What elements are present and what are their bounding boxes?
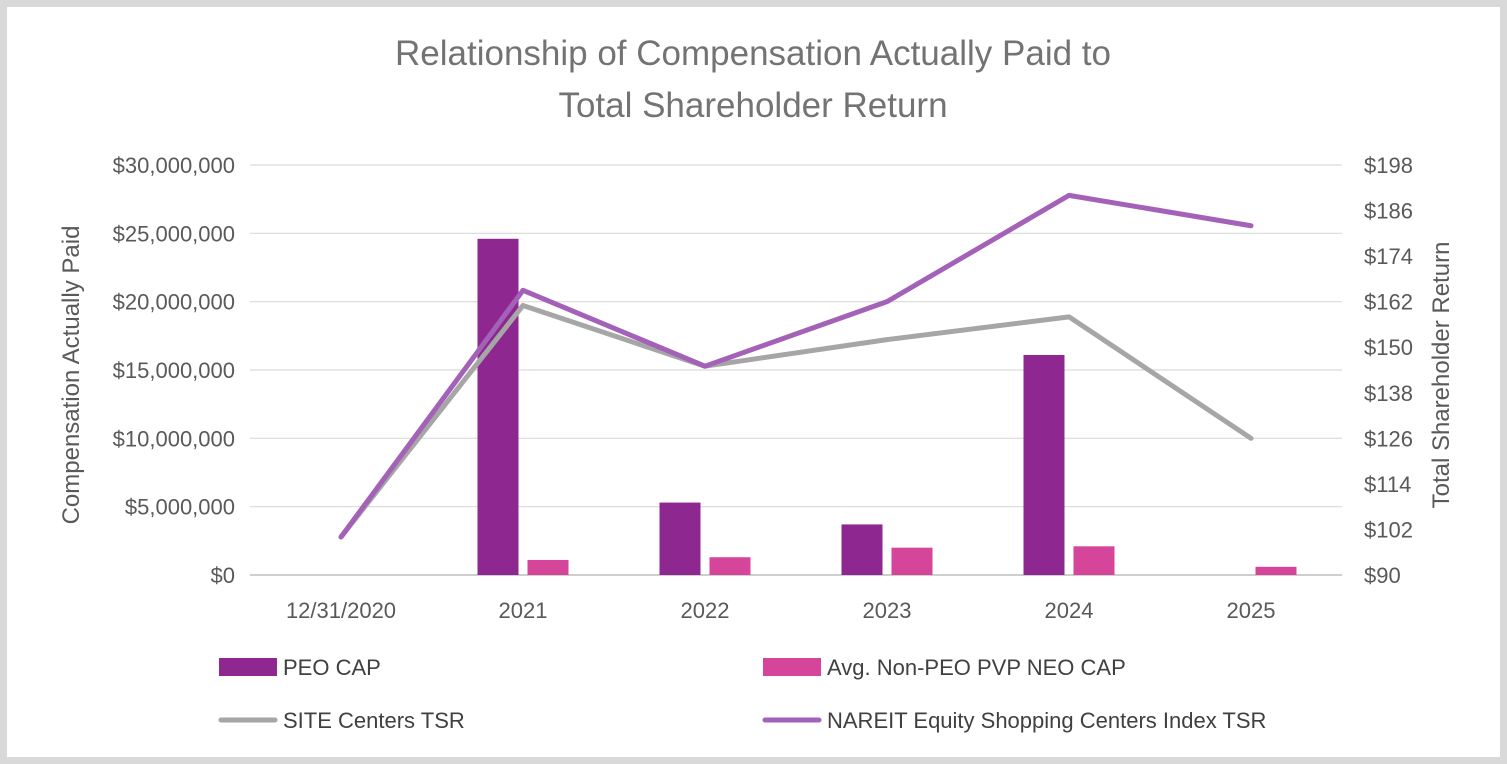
line-nareit-equity-shopping-centers-index-tsr: [338, 192, 1254, 540]
x-tick-label: 12/31/2020: [286, 598, 396, 623]
bar-peo-cap: [659, 502, 701, 575]
left-tick-label: $30,000,000: [113, 153, 235, 178]
bar-avg-non-peo-pvp-neo-cap: [1255, 566, 1297, 575]
right-tick-label: $186: [1364, 199, 1413, 224]
x-tick-label: 2023: [863, 598, 912, 623]
bar-avg-non-peo-pvp-neo-cap: [527, 559, 569, 575]
left-tick-label: $20,000,000: [113, 290, 235, 315]
left-tick-label: $15,000,000: [113, 358, 235, 383]
chart-title-line-2: Total Shareholder Return: [558, 86, 947, 125]
right-tick-label: $90: [1364, 563, 1401, 588]
left-axis-title: Compensation Actually Paid: [58, 226, 85, 525]
line-site-centers-tsr: [338, 302, 1254, 540]
right-tick-label: $126: [1364, 426, 1413, 451]
right-axis-title: Total Shareholder Return: [1428, 242, 1455, 509]
chart: Relationship of Compensation Actually Pa…: [58, 34, 1455, 733]
left-tick-label: $10,000,000: [113, 426, 235, 451]
bar-peo-cap: [841, 524, 883, 575]
legend-label: SITE Centers TSR: [283, 708, 465, 733]
right-tick-label: $138: [1364, 381, 1413, 406]
left-tick-label: $25,000,000: [113, 221, 235, 246]
x-tick-label: 2025: [1227, 598, 1276, 623]
right-tick-label: $162: [1364, 290, 1413, 315]
x-tick-label: 2024: [1045, 598, 1094, 623]
x-tick-label: 2021: [499, 598, 548, 623]
bar-avg-non-peo-pvp-neo-cap: [1073, 546, 1115, 575]
legend-swatch: [219, 658, 277, 676]
right-tick-label: $150: [1364, 335, 1413, 360]
bar-avg-non-peo-pvp-neo-cap: [709, 557, 751, 575]
legend-label: PEO CAP: [283, 655, 381, 680]
left-tick-label: $0: [211, 563, 235, 588]
right-tick-label: $174: [1364, 244, 1413, 269]
right-tick-label: $198: [1364, 153, 1413, 178]
right-tick-label: $102: [1364, 517, 1413, 542]
legend-label: Avg. Non-PEO PVP NEO CAP: [827, 655, 1126, 680]
right-tick-label: $114: [1364, 472, 1411, 497]
chart-frame: Relationship of Compensation Actually Pa…: [7, 7, 1500, 757]
left-tick-label: $5,000,000: [125, 495, 235, 520]
chart-title-line-1: Relationship of Compensation Actually Pa…: [395, 34, 1111, 73]
bar-avg-non-peo-pvp-neo-cap: [891, 547, 933, 575]
legend-label: NAREIT Equity Shopping Centers Index TSR: [827, 708, 1266, 733]
bar-peo-cap: [1023, 354, 1065, 575]
legend-swatch: [763, 658, 821, 676]
bar-peo-cap: [477, 238, 519, 576]
x-tick-label: 2022: [681, 598, 730, 623]
